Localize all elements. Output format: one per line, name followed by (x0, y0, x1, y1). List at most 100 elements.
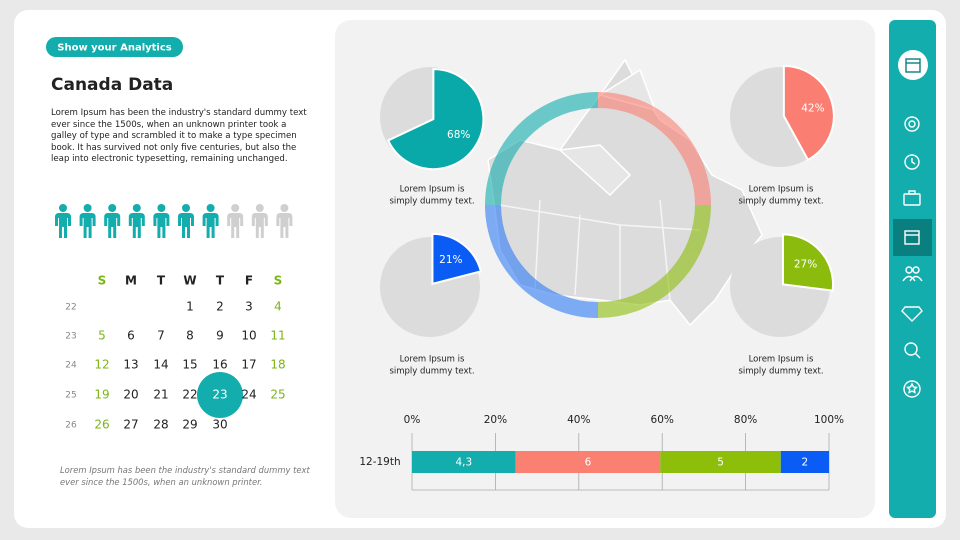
date: 20 (123, 388, 138, 402)
person-head (206, 204, 215, 212)
pie-caption: Lorem Ipsum is (400, 355, 465, 365)
badge (46, 37, 183, 57)
date: 8 (186, 329, 194, 343)
calendar-button[interactable] (898, 50, 928, 80)
week-number: 22 (65, 303, 76, 313)
pie-label: 68% (447, 129, 470, 141)
map-borders (499, 199, 701, 301)
bar-segment (412, 451, 516, 473)
diamond-icon[interactable] (901, 306, 923, 322)
body-text: Lorem Ipsum has been the industry's stan… (51, 108, 307, 165)
date: 28 (153, 418, 168, 432)
ring-arc (485, 92, 599, 206)
x-tick-label: 80% (734, 414, 757, 426)
person-icon (251, 204, 268, 238)
date: 21 (153, 388, 168, 402)
date: 3 (245, 300, 253, 314)
person-icon (202, 204, 219, 238)
weekday-label: T (216, 274, 225, 288)
zoom-handle (914, 352, 921, 359)
person-icon (79, 204, 96, 238)
footnote: Lorem Ipsum has been the industry's stan… (60, 465, 310, 487)
week-number: 23 (65, 332, 76, 342)
person-head (83, 204, 92, 212)
person-body (251, 213, 268, 238)
person-icon (128, 204, 145, 238)
pie-slice (782, 65, 835, 162)
date: 2 (216, 300, 224, 314)
x-tick-label: 20% (484, 414, 507, 426)
pie-label: 42% (801, 103, 824, 115)
x-tick-label: 60% (651, 414, 674, 426)
person-body (202, 213, 219, 238)
x-tick-label: 100% (814, 414, 844, 426)
team-icon[interactable] (905, 266, 913, 274)
date: 27 (123, 418, 138, 432)
bar-label: 5 (717, 457, 724, 469)
person-body (128, 213, 145, 238)
category-label: 12-19th (359, 456, 400, 468)
date: 7 (157, 329, 165, 343)
week-number: 26 (65, 421, 77, 431)
person-icon (153, 204, 170, 238)
sidebar-active-tab[interactable] (893, 219, 932, 256)
pie-caption: Lorem Ipsum is (749, 185, 814, 195)
star-button[interactable] (903, 380, 921, 398)
weekday-label: S (98, 274, 107, 288)
bar-label: 2 (802, 457, 809, 469)
pie-charts: 68% Lorem Ipsum is simply dummy text. 42% Lo… (380, 65, 835, 377)
pie-caption: simply dummy text. (738, 197, 823, 207)
settings-icon[interactable] (904, 116, 920, 132)
person-body (153, 213, 170, 238)
week-number: 25 (65, 391, 76, 401)
date: 19 (94, 388, 109, 402)
date: 17 (241, 358, 256, 372)
map-ring (485, 92, 711, 318)
date: 1 (186, 300, 194, 314)
pie-caption: simply dummy text. (738, 367, 823, 377)
pie-label: 27% (794, 259, 817, 271)
pie-caption: simply dummy text. (389, 197, 474, 207)
date: 13 (123, 358, 138, 372)
date: 10 (241, 329, 256, 343)
person-body (178, 213, 194, 238)
zoom-icon[interactable] (904, 342, 918, 356)
selected-day[interactable] (197, 372, 243, 418)
pie-caption: Lorem Ipsum is (749, 355, 814, 365)
stacked-bar: 0% 20% 40% 60% 80% 100% 12-19th 4,3 6 5 2 (359, 414, 844, 491)
schedule-icon[interactable] (904, 230, 920, 245)
team-icon-body (902, 275, 923, 282)
person-head (132, 204, 141, 212)
person-head (59, 204, 67, 212)
date: 24 (241, 388, 256, 402)
clock-icon[interactable] (904, 154, 920, 170)
date: 22 (182, 388, 197, 402)
date: 4 (274, 300, 282, 314)
weekday-label: M (125, 274, 137, 288)
bar-label: 4,3 (455, 457, 472, 469)
weekday-label: W (183, 274, 196, 288)
date: 14 (153, 358, 168, 372)
person-icon (227, 204, 244, 238)
ring-arc (597, 204, 711, 318)
date: 16 (212, 358, 227, 372)
calendar-icon (905, 58, 921, 73)
weekday-label: T (157, 274, 166, 288)
person-head (280, 204, 289, 212)
ring-arc (597, 92, 711, 206)
pie-caption: Lorem Ipsum is (400, 185, 465, 195)
pie-slice (386, 68, 485, 171)
pie-label: 21% (439, 254, 462, 266)
x-tick-label: 0% (404, 414, 421, 426)
person-body (79, 213, 96, 238)
date: 25 (270, 388, 285, 402)
person-head (157, 204, 166, 212)
date: 29 (182, 418, 197, 432)
star-icon (905, 382, 919, 394)
date: 11 (270, 329, 285, 343)
person-icon (276, 204, 293, 238)
badge-text: Show your Analytics (57, 43, 172, 54)
person-head (231, 204, 240, 212)
